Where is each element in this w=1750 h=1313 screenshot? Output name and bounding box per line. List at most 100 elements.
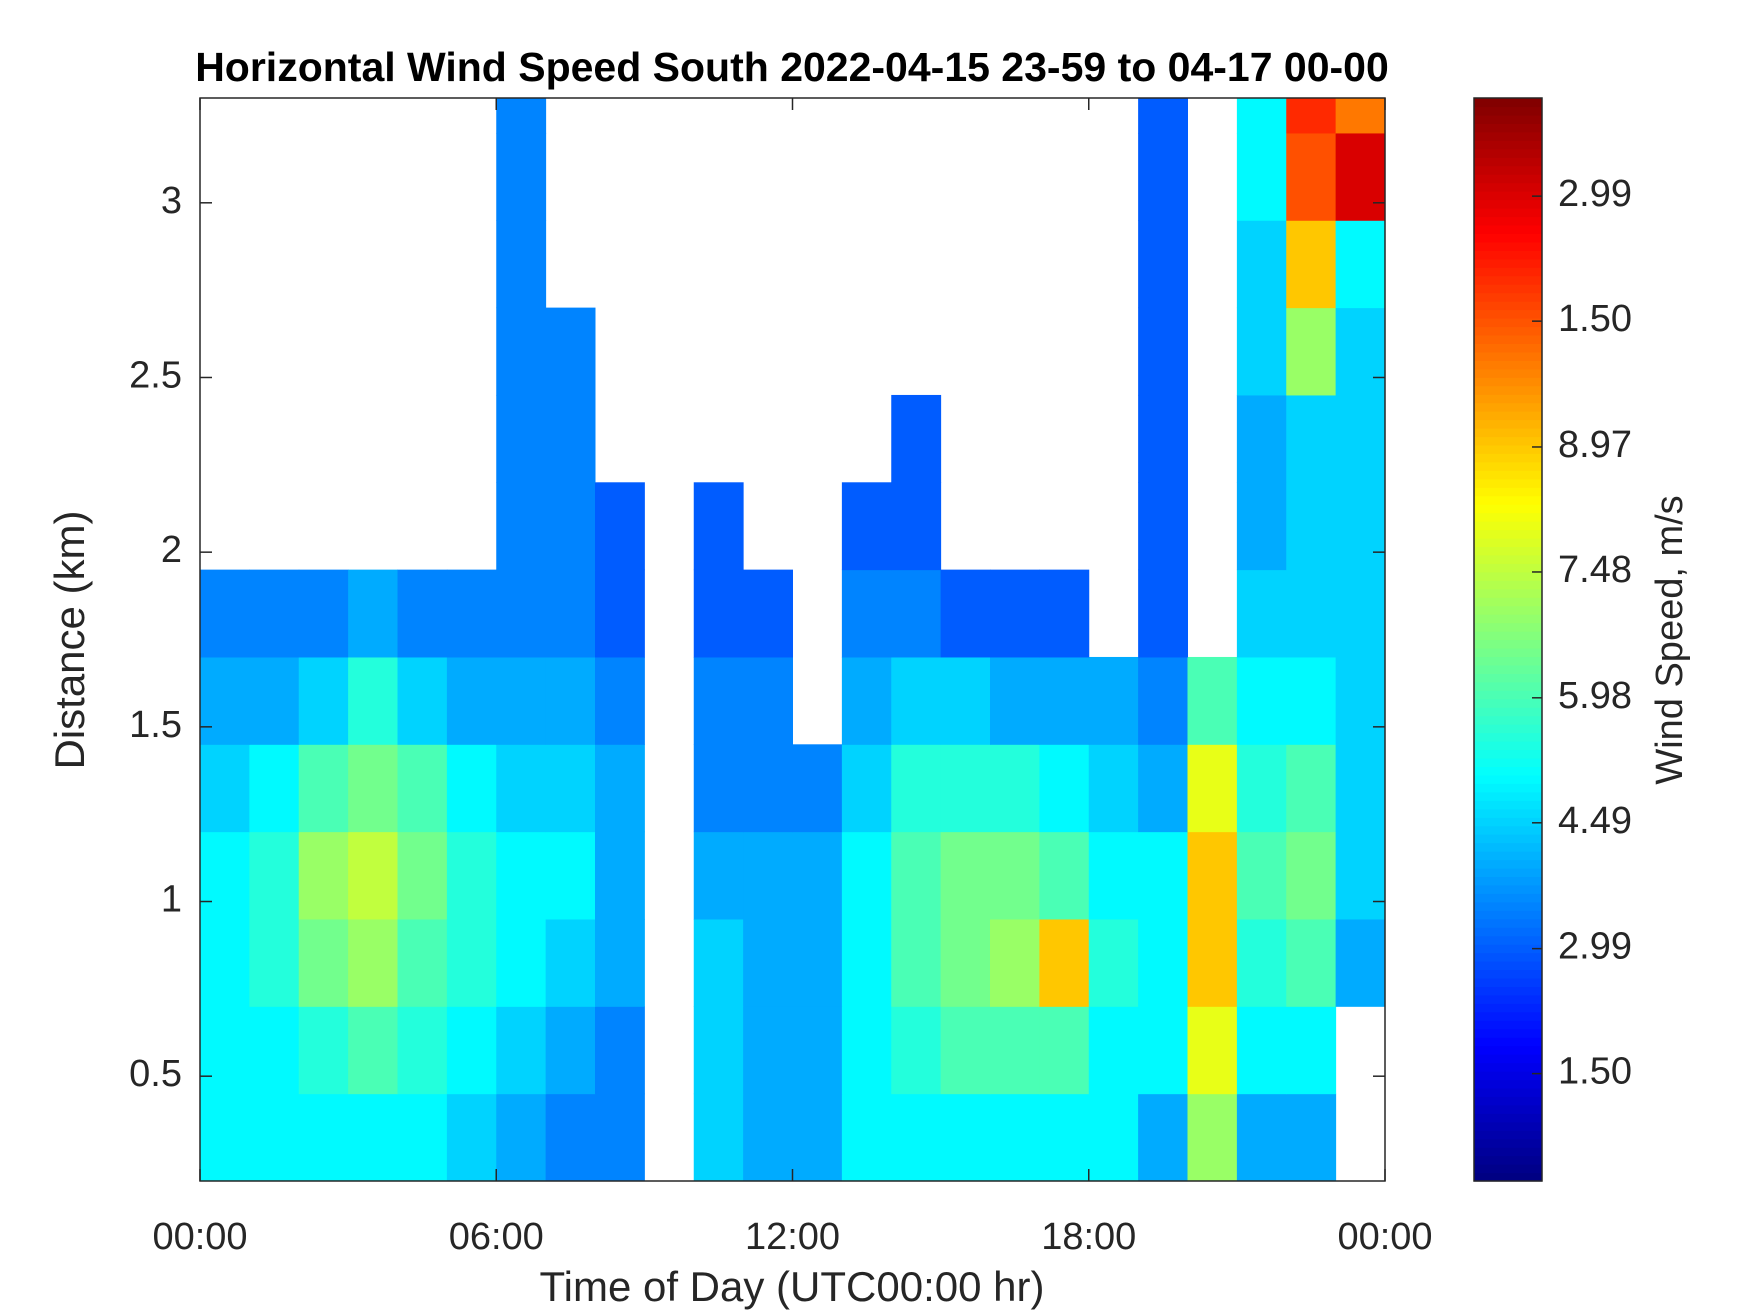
colorbar-segment bbox=[1474, 165, 1542, 175]
colorbar-segment bbox=[1474, 106, 1542, 116]
colorbar-segment bbox=[1474, 394, 1542, 404]
heat-cell bbox=[990, 918, 1040, 1007]
heat-cell bbox=[841, 744, 892, 833]
colorbar-segment bbox=[1474, 148, 1542, 158]
colorbar-segment bbox=[1474, 182, 1542, 192]
colorbar-segment bbox=[1474, 157, 1542, 167]
colorbar-segment bbox=[1474, 1087, 1542, 1097]
heat-cell bbox=[1187, 1006, 1238, 1095]
heat-cell bbox=[1286, 307, 1337, 396]
colorbar-segment bbox=[1474, 817, 1542, 827]
heat-cell bbox=[249, 1006, 300, 1095]
heat-cell bbox=[1286, 918, 1337, 1007]
heat-cell bbox=[249, 656, 300, 745]
colorbar-segment bbox=[1474, 622, 1542, 632]
heat-cell bbox=[1286, 831, 1337, 920]
heat-cell bbox=[298, 656, 349, 745]
heat-cell bbox=[693, 744, 744, 833]
colorbar-segment bbox=[1474, 1045, 1542, 1055]
heat-cell bbox=[298, 1006, 349, 1095]
colorbar-segment bbox=[1474, 1054, 1542, 1064]
colorbar-segment bbox=[1474, 1130, 1542, 1140]
colorbar-segment bbox=[1474, 1037, 1542, 1047]
heat-cell bbox=[1138, 1093, 1188, 1182]
colorbar-segment bbox=[1474, 901, 1542, 911]
heat-cell bbox=[792, 918, 843, 1007]
heat-cell bbox=[446, 918, 497, 1007]
heat-cell bbox=[1138, 220, 1188, 309]
heat-cell bbox=[1335, 394, 1386, 483]
heat-cell bbox=[792, 1093, 843, 1182]
colorbar-segment bbox=[1474, 275, 1542, 285]
heat-cell bbox=[200, 1006, 250, 1095]
colorbar-segment bbox=[1474, 605, 1542, 615]
colorbar-segment bbox=[1474, 571, 1542, 581]
heat-cell bbox=[1335, 656, 1386, 745]
x-tick-label: 00:00 bbox=[1337, 1216, 1432, 1258]
colorbar-segment bbox=[1474, 783, 1542, 793]
heat-cell bbox=[1236, 394, 1287, 483]
heat-cell bbox=[496, 744, 547, 833]
colorbar-tick-label: 4.49 bbox=[1558, 800, 1632, 842]
heat-cell bbox=[1236, 656, 1287, 745]
colorbar-segment bbox=[1474, 385, 1542, 395]
colorbar-segment bbox=[1474, 851, 1542, 861]
heat-cell bbox=[693, 569, 744, 658]
heat-cell bbox=[1138, 98, 1188, 134]
heat-cell bbox=[1187, 744, 1238, 833]
colorbar-segment bbox=[1474, 453, 1542, 463]
heat-cell bbox=[693, 482, 744, 571]
heat-cell bbox=[200, 569, 250, 658]
heat-cell bbox=[1236, 307, 1287, 396]
colorbar-segment bbox=[1474, 656, 1542, 666]
heat-cell bbox=[891, 394, 942, 483]
heat-cell bbox=[545, 1093, 596, 1182]
colorbar-segment bbox=[1474, 537, 1542, 548]
colorbar-segment bbox=[1474, 377, 1542, 387]
heat-cell bbox=[298, 831, 349, 920]
colorbar-segment bbox=[1474, 1147, 1542, 1157]
heat-cell bbox=[1236, 918, 1287, 1007]
heat-cell bbox=[446, 656, 497, 745]
colorbar-segment bbox=[1474, 1155, 1542, 1165]
heat-cell bbox=[397, 744, 448, 833]
colorbar-segment bbox=[1474, 715, 1542, 725]
heat-cell bbox=[200, 656, 250, 745]
colorbar-segment bbox=[1474, 774, 1542, 784]
heat-cell bbox=[940, 744, 991, 833]
heat-cell bbox=[545, 482, 596, 571]
heat-cell bbox=[595, 482, 645, 571]
heat-cell bbox=[1335, 918, 1386, 1007]
heat-cell bbox=[595, 1093, 645, 1182]
heat-cell bbox=[1286, 1006, 1337, 1095]
heat-cell bbox=[841, 918, 892, 1007]
heat-cell bbox=[496, 220, 547, 309]
colorbar-segment bbox=[1474, 233, 1542, 243]
colorbar-segment bbox=[1474, 529, 1542, 539]
heat-cell bbox=[545, 918, 596, 1007]
colorbar-segment bbox=[1474, 470, 1542, 480]
colorbar-segment bbox=[1474, 309, 1542, 319]
heat-cell bbox=[693, 831, 744, 920]
heat-cell bbox=[200, 918, 250, 1007]
heat-cell bbox=[990, 569, 1040, 658]
heat-cell bbox=[841, 569, 892, 658]
colorbar-segment bbox=[1474, 478, 1542, 488]
heat-cell bbox=[1088, 918, 1139, 1007]
heat-cell bbox=[1187, 831, 1238, 920]
heat-cell bbox=[1039, 569, 1090, 658]
colorbar-segment bbox=[1474, 1138, 1542, 1148]
heat-cell bbox=[743, 831, 793, 920]
y-tick-label: 0.5 bbox=[129, 1053, 182, 1095]
heat-cell bbox=[446, 1093, 497, 1182]
colorbar-segment bbox=[1474, 952, 1542, 962]
heat-cell bbox=[249, 569, 300, 658]
y-tick-label: 3 bbox=[161, 180, 182, 222]
heat-cell bbox=[1138, 656, 1188, 745]
heat-cell bbox=[595, 656, 645, 745]
heat-cell bbox=[990, 656, 1040, 745]
heat-cell bbox=[1335, 132, 1386, 221]
heat-cell bbox=[1286, 1093, 1337, 1182]
colorbar-segment bbox=[1474, 292, 1542, 302]
colorbar-segment bbox=[1474, 411, 1542, 421]
